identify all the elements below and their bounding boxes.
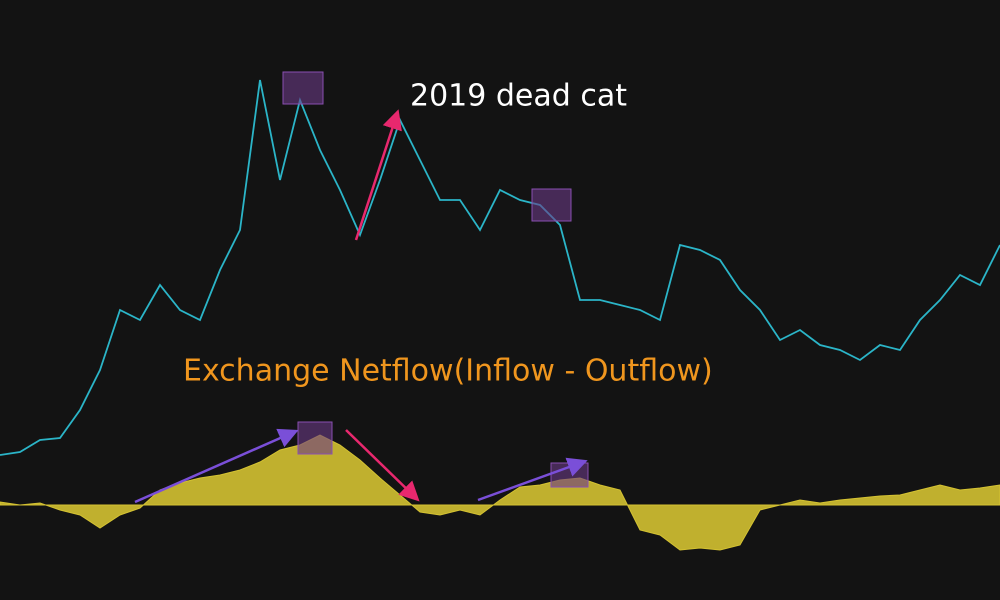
arrows	[134, 109, 588, 504]
arrow	[477, 457, 588, 502]
price-line	[0, 79, 1000, 456]
arrow	[345, 429, 420, 502]
highlight-box	[531, 188, 572, 222]
annotation: Exchange Netflow(Inflow - Outflow)	[183, 354, 713, 389]
highlight-box	[297, 421, 333, 455]
highlight-box	[282, 71, 324, 105]
arrow	[354, 109, 402, 241]
annotation: 2019 dead cat	[410, 79, 627, 114]
highlights	[282, 71, 589, 488]
arrow	[134, 428, 299, 504]
